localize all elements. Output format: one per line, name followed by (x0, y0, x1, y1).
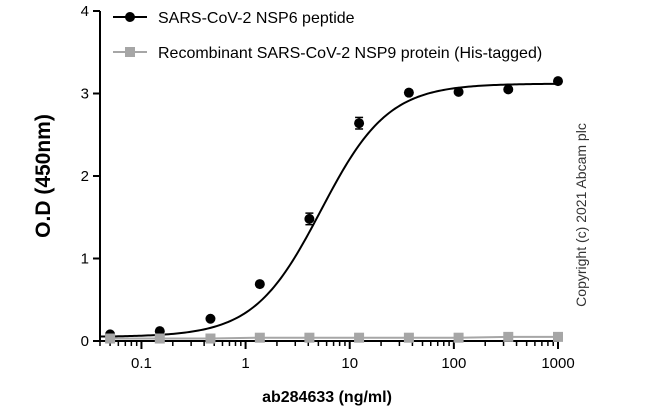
x-tick-label: 1 (241, 355, 249, 372)
axes: 0 1 2 3 4 0.1 1 10 100 1000 (81, 3, 575, 372)
data-point-series-2 (154, 333, 165, 344)
y-axis-title: O.D (450nm) (32, 114, 55, 238)
legend-label-2: Recombinant SARS-CoV-2 NSP9 protein (His… (158, 45, 542, 62)
y-tick-label: 3 (81, 86, 89, 103)
plot-area (99, 76, 563, 344)
legend-marker-2 (125, 47, 135, 57)
data-point-series-2 (304, 332, 315, 343)
y-tick-label: 2 (81, 168, 89, 185)
data-point-series-1 (503, 84, 514, 95)
data-point-series-1 (205, 313, 216, 324)
data-point-series-2 (403, 332, 414, 343)
data-point-series-2 (105, 333, 116, 344)
fit-line-1 (99, 82, 559, 338)
x-tick-label: 100 (441, 355, 466, 372)
legend-label-1: SARS-CoV-2 NSP6 peptide (158, 10, 355, 27)
data-point-series-2 (254, 332, 265, 343)
data-point-series-1 (453, 86, 464, 97)
x-tick-label: 0.1 (131, 355, 152, 372)
legend: SARS-CoV-2 NSP6 peptide Recombinant SARS-… (113, 10, 542, 62)
data-point-series-1 (304, 213, 315, 224)
y-tick-label: 1 (81, 251, 89, 268)
data-point-series-2 (205, 333, 216, 344)
x-tick-label: 10 (341, 355, 358, 372)
fit-line-2 (110, 335, 558, 340)
x-axis-title: ab284633 (ng/ml) (262, 389, 392, 406)
data-point-series-2 (354, 332, 365, 343)
data-point-series-1 (254, 279, 265, 290)
y-tick-label: 0 (81, 333, 89, 350)
copyright-annotation: Copyright (c) 2021 Abcam plc (573, 123, 589, 307)
x-tick-label: 1000 (541, 355, 574, 372)
data-point-series-2 (453, 332, 464, 343)
y-tick-label: 4 (81, 3, 89, 20)
data-point-series-1 (354, 118, 365, 129)
data-point-series-2 (553, 331, 563, 342)
data-point-series-1 (553, 76, 563, 87)
legend-marker-1 (125, 12, 135, 22)
data-point-series-1 (403, 87, 414, 98)
data-point-series-2 (503, 331, 514, 342)
